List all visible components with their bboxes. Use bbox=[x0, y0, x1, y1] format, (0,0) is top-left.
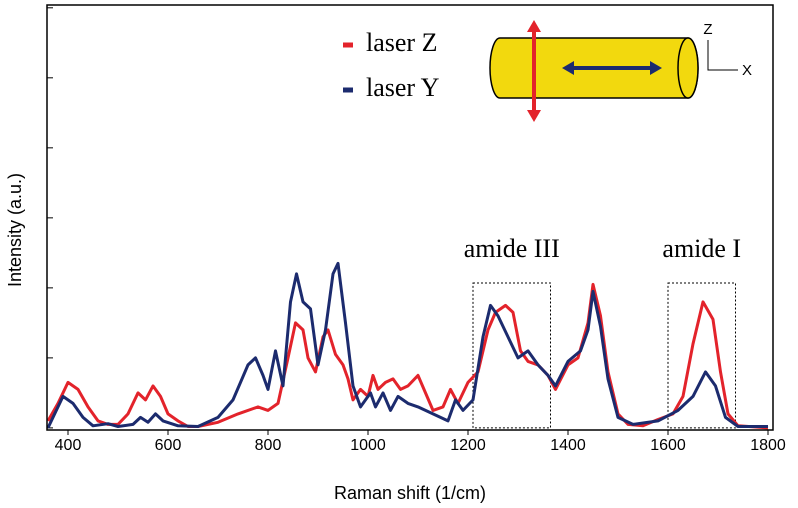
x-tick-label: 1000 bbox=[350, 437, 386, 454]
inset-axes bbox=[707, 40, 738, 71]
x-tick-label: 400 bbox=[55, 437, 82, 454]
annotation-box bbox=[472, 282, 551, 429]
x-tick-label: 600 bbox=[155, 437, 182, 454]
legend-label: laser Y bbox=[366, 73, 440, 102]
x-axis-label: Raman shift (1/cm) bbox=[334, 483, 486, 503]
legend-label: laser Z bbox=[366, 28, 437, 57]
x-tick-label: 800 bbox=[255, 437, 282, 454]
x-tick-label: 1600 bbox=[650, 437, 686, 454]
cylinder-end bbox=[677, 37, 699, 99]
plot-frame bbox=[46, 4, 774, 431]
legend-swatch bbox=[343, 87, 353, 93]
inset-diagram: Z X bbox=[489, 20, 752, 122]
series-line bbox=[46, 261, 768, 429]
legend-swatch bbox=[343, 42, 353, 48]
x-tick-label: 1200 bbox=[450, 437, 486, 454]
annotation: amide I bbox=[662, 234, 741, 263]
y-axis-label: Intensity (a.u.) bbox=[5, 173, 25, 287]
z-arrow-heads bbox=[527, 20, 541, 122]
y-arrow-heads bbox=[562, 61, 662, 75]
annotation: amide III bbox=[464, 234, 560, 263]
x-tick-label: 1400 bbox=[550, 437, 586, 454]
x-tick-label: 1800 bbox=[750, 437, 786, 454]
inset-axis-label: Z bbox=[703, 21, 712, 38]
series-line bbox=[46, 282, 769, 430]
inset-axis-label: X bbox=[742, 62, 752, 79]
annotation-box bbox=[667, 282, 736, 429]
